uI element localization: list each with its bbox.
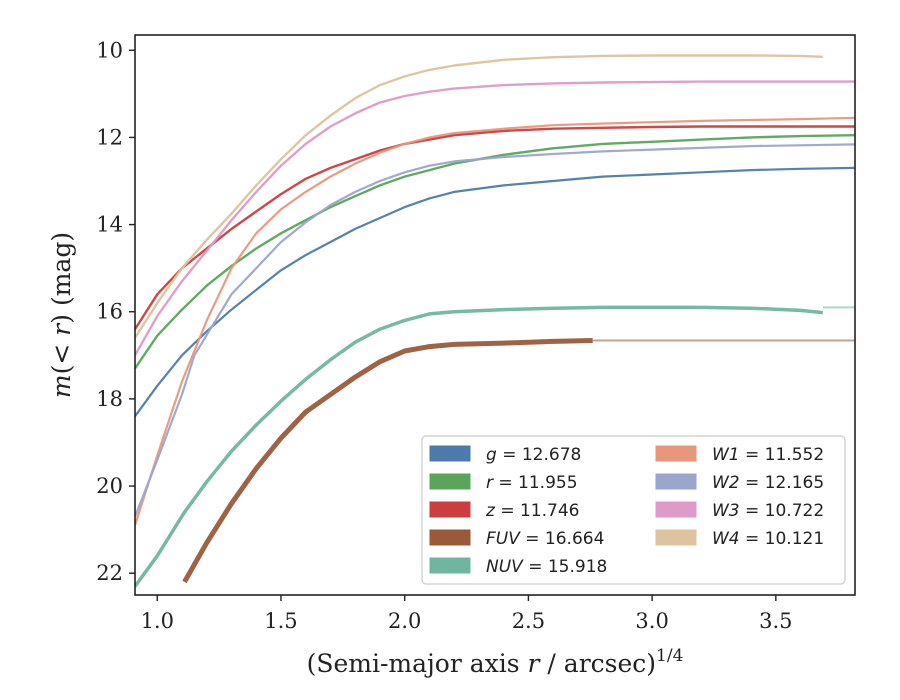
legend-swatch [429,529,471,546]
legend-label: W2 = 12.165 [712,473,824,493]
legend-swatch [429,557,471,574]
y-tick-label: 22 [96,561,123,585]
series-line-g [135,166,855,417]
x-tick-label: 3.0 [635,609,668,633]
legend-label: NUV = 15.918 [486,557,607,577]
legend-swatch [655,529,697,546]
legend-label: W4 = 10.121 [712,529,824,549]
legend-entry-w3: W3 = 10.722 [655,501,824,521]
legend-label: W3 = 10.722 [712,501,824,521]
legend-label: FUV = 16.664 [486,529,604,549]
y-tick-label: 14 [96,213,123,237]
series-curves [135,54,855,588]
x-tick-label: 2.0 [388,609,421,633]
legend-swatch [655,473,697,490]
plot-frame [134,34,856,596]
x-axis-ticks: 1.0 1.5 2.0 2.5 3.0 3.5 [141,595,793,633]
legend-entry-g: g = 12.678 [429,445,581,465]
x-axis-label: (Semi-major axis r / arcsec)1/4 [307,646,684,678]
legend-label: W1 = 11.552 [712,445,824,465]
y-tick-label: 12 [96,125,123,149]
legend-label: r = 11.955 [486,473,578,493]
legend-label: g = 12.678 [486,445,581,465]
legend-label: z = 11.746 [485,501,579,521]
y-axis-label: m(< r) (mag) [47,232,76,398]
x-tick-label: 1.0 [141,609,174,633]
series-line-w4 [135,54,823,339]
legend-box [421,435,846,585]
legend-swatch [429,501,471,518]
x-tick-label: 2.5 [512,609,545,633]
y-axis-ticks: 10 12 14 16 18 20 22 [96,38,135,585]
y-tick-label: 18 [96,387,123,411]
series-line-w2 [135,143,855,518]
legend-swatch [429,445,471,462]
legend-entry-w4: W4 = 10.121 [655,529,824,549]
legend: g = 12.678 r = 11.955 z = 11.746 FUV = 16.6… [421,435,846,585]
legend-entry-w1: W1 = 11.552 [655,445,824,465]
legend-swatch [655,501,697,518]
legend-entry-nuv: NUV = 15.918 [429,557,607,577]
series-line-r [135,134,855,370]
legend-entry-w2: W2 = 12.165 [655,473,824,493]
series-line-w3 [135,80,855,356]
y-tick-label: 10 [96,38,123,62]
series-line-w1 [135,116,855,526]
y-tick-label: 20 [96,474,123,498]
legend-swatch [655,445,697,462]
series-line-fuv [182,338,593,584]
y-tick-label: 16 [96,300,123,324]
legend-entry-r: r = 11.955 [429,473,578,493]
legend-swatch [429,473,471,490]
series-line-nuv [135,305,823,588]
legend-entry-z: z = 11.746 [429,501,579,521]
legend-items: g = 12.678 r = 11.955 z = 11.746 FUV = 16.6… [429,445,824,577]
x-tick-label: 3.5 [759,609,792,633]
legend-entry-fuv: FUV = 16.664 [429,529,604,549]
x-tick-label: 1.5 [264,609,297,633]
